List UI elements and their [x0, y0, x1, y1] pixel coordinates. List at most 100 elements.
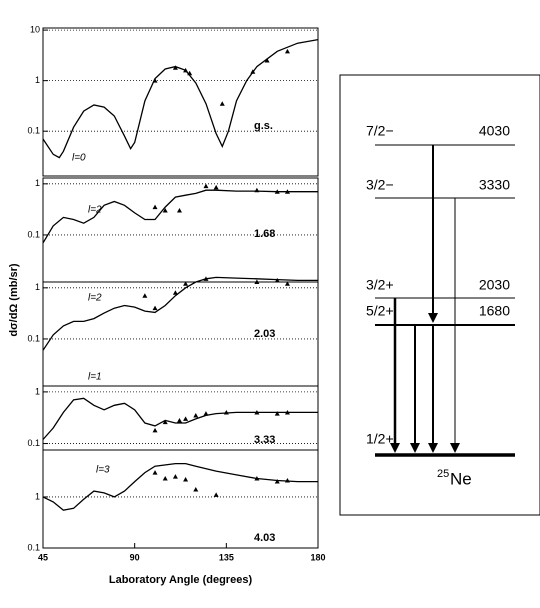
- state-label: 4.03: [254, 532, 275, 544]
- data-point: [284, 409, 290, 415]
- x-axis-label: Laboratory Angle (degrees): [109, 574, 253, 586]
- y-tick-label: 0.1: [27, 542, 40, 552]
- partial-wave-label: l=1: [88, 372, 102, 383]
- state-label: 2.03: [254, 328, 275, 340]
- energy-label: 3330: [479, 177, 510, 193]
- data-point: [274, 479, 280, 484]
- partial-wave-label: l=0: [72, 153, 86, 164]
- data-point: [254, 409, 260, 415]
- scheme-frame: [339, 74, 540, 516]
- data-point: [254, 475, 260, 481]
- energy-label: 2030: [479, 277, 510, 293]
- state-label: g.s.: [254, 120, 273, 132]
- arrow-heads: [390, 313, 460, 453]
- arrow-head: [410, 443, 420, 453]
- arrow-head: [450, 443, 460, 453]
- y-tick-label: 0.1: [27, 438, 40, 448]
- x-tick-label: 90: [130, 552, 140, 562]
- data-point: [152, 78, 158, 83]
- data-point: [172, 474, 178, 479]
- data-point: [284, 189, 290, 194]
- fit-curve: [42, 462, 318, 511]
- data-point: [274, 277, 280, 283]
- spin-label: 3/2+: [366, 277, 394, 293]
- level-lines: [375, 144, 515, 457]
- x-tick-label: 135: [219, 552, 234, 562]
- y-tick-label: 10: [30, 24, 40, 34]
- data-point: [219, 101, 225, 106]
- data-point: [172, 65, 178, 70]
- data-point: [223, 409, 229, 415]
- data-point: [152, 427, 158, 433]
- fit-curve: [42, 38, 319, 159]
- mass-number: 25: [437, 468, 449, 480]
- data-point: [213, 184, 219, 190]
- partial-wave-label: l=3: [96, 465, 110, 476]
- data-point: [250, 69, 256, 74]
- partial-wave-label: l=2: [88, 293, 102, 304]
- data-point: [274, 189, 280, 194]
- arrow-head: [428, 313, 438, 323]
- partial-wave-label: l=2: [88, 205, 102, 216]
- plots: 0.1 1 10 l=0 g.s. dσ/dΩ (mb/sr) 0.1 1 l=2 1.68 0.1…: [8, 24, 326, 585]
- data-point: [162, 419, 168, 425]
- data-point: [203, 411, 209, 416]
- data-point: [176, 208, 182, 213]
- spin-label: 7/2−: [366, 123, 394, 139]
- fit-curve: [42, 276, 318, 351]
- data-point: [176, 417, 182, 423]
- data-point: [183, 416, 189, 421]
- fit-curve: [42, 189, 318, 244]
- data-point: [213, 492, 219, 497]
- data-point: [183, 476, 189, 482]
- x-tick-label: 45: [38, 552, 48, 562]
- spin-label: 5/2+: [366, 303, 394, 319]
- data-point: [183, 67, 189, 73]
- panel-frame: [42, 27, 319, 177]
- data-point: [284, 281, 290, 286]
- energy-label: 4030: [479, 123, 510, 139]
- energy-label: 1680: [479, 303, 510, 319]
- state-label: 3.33: [254, 434, 275, 446]
- y-axis-label: dσ/dΩ (mb/sr): [8, 263, 20, 337]
- fit-curve: [42, 397, 318, 440]
- y-tick-label: 1: [35, 282, 40, 292]
- y-tick-label: 1: [35, 386, 40, 396]
- y-tick-label: 1: [35, 75, 40, 85]
- data-point: [187, 70, 193, 76]
- data-point: [203, 183, 209, 189]
- x-tick-label: 180: [310, 552, 325, 562]
- y-tick-label: 0.1: [27, 333, 40, 343]
- panel-frame: [42, 281, 319, 387]
- spin-label: 3/2−: [366, 177, 394, 193]
- data-point: [254, 187, 260, 193]
- data-point: [162, 208, 168, 213]
- data-point: [152, 470, 158, 475]
- panel-frame: [42, 449, 319, 549]
- data-point: [183, 281, 189, 286]
- data-point: [264, 58, 270, 63]
- y-tick-label: 0.1: [27, 229, 40, 239]
- y-tick-label: 0.1: [27, 126, 40, 136]
- data-point: [203, 276, 209, 281]
- data-point: [284, 477, 290, 483]
- panel-frame: [42, 385, 319, 451]
- spin-label: 1/2+: [366, 431, 394, 447]
- arrow-head: [390, 443, 400, 453]
- state-label: 1.68: [254, 228, 275, 240]
- y-tick-label: 1: [35, 178, 40, 188]
- data-point: [172, 290, 178, 295]
- data-point: [274, 411, 280, 416]
- data-point: [254, 279, 260, 284]
- arrow-head: [428, 443, 438, 453]
- y-tick-label: 1: [35, 491, 40, 501]
- data-point: [193, 412, 199, 418]
- data-point: [162, 475, 168, 481]
- data-point: [152, 204, 158, 210]
- data-point: [152, 305, 158, 311]
- data-point: [193, 486, 199, 492]
- nucleus-label: Ne: [450, 469, 472, 488]
- data-point: [142, 293, 148, 298]
